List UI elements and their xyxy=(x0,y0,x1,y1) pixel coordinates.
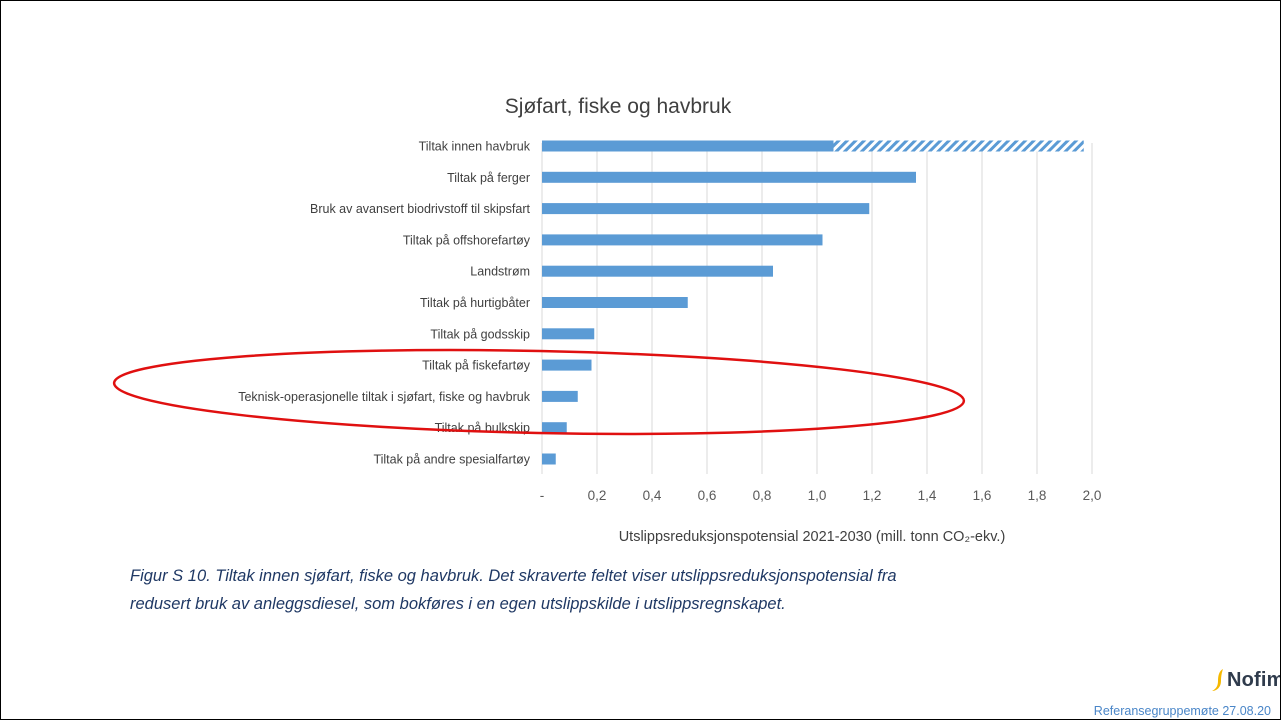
nofima-logo-mark xyxy=(1212,669,1223,691)
bar-hatched xyxy=(833,140,1084,152)
bar xyxy=(542,422,567,434)
figure-panel: Sjøfart, fiske og havbruk Tiltak innen h… xyxy=(122,83,1153,632)
category-labels: Tiltak innen havbruk Tiltak på ferger Bruk… xyxy=(238,140,531,467)
category-label: Tiltak på andre spesialfartøy xyxy=(373,453,530,467)
bar xyxy=(542,297,688,308)
x-tick-label: 0,8 xyxy=(753,488,772,503)
category-label: Tiltak på ferger xyxy=(447,171,530,185)
x-tick-label: 1,2 xyxy=(863,488,882,503)
bar-chart: Sjøfart, fiske og havbruk Tiltak innen h… xyxy=(238,95,1102,545)
bar xyxy=(542,453,556,465)
x-axis-label: Utslippsreduksjonspotensial 2021-2030 (m… xyxy=(619,529,1006,545)
x-tick-label: 1,6 xyxy=(973,488,992,503)
nofima-logo: Nofima xyxy=(1210,667,1280,693)
bar xyxy=(542,171,916,183)
bar xyxy=(542,359,592,371)
chart-title: Sjøfart, fiske og havbruk xyxy=(505,95,732,118)
x-tick-label: 0,4 xyxy=(643,488,662,503)
footer-text: Referansegruppemøte 27.08.20 xyxy=(1093,704,1271,718)
category-label: Tiltak på godsskip xyxy=(430,327,530,341)
logo-text: Nofima xyxy=(1227,668,1280,691)
x-tick-labels: - 0,2 0,4 0,6 0,8 1,0 1,2 1,4 1,6 1,8 2,0 xyxy=(540,488,1102,503)
x-tick-label: 2,0 xyxy=(1083,488,1102,503)
caption-line: Figur S 10. Tiltak innen sjøfart, fiske … xyxy=(130,567,897,585)
bar xyxy=(542,203,870,215)
category-label: Tiltak på bulkskip xyxy=(435,421,530,435)
x-tick-label: 0,2 xyxy=(588,488,607,503)
category-label: Bruk av avansert biodrivstoff til skipsf… xyxy=(310,202,531,216)
figure-caption: Figur S 10. Tiltak innen sjøfart, fiske … xyxy=(130,562,1140,618)
x-tick-label: 1,0 xyxy=(808,488,827,503)
category-label: Landstrøm xyxy=(470,265,530,279)
x-tick-label: - xyxy=(540,488,545,503)
bar xyxy=(542,328,595,340)
bar xyxy=(542,234,823,246)
x-tick-label: 1,8 xyxy=(1028,488,1047,503)
category-label: Tiltak på hurtigbåter xyxy=(420,296,530,310)
gridlines xyxy=(541,143,1093,474)
category-label: Tiltak innen havbruk xyxy=(419,140,531,154)
category-label: Tiltak på offshorefartøy xyxy=(403,233,531,247)
x-tick-label: 1,4 xyxy=(918,488,937,503)
bars xyxy=(542,140,1084,465)
x-tick-label: 0,6 xyxy=(698,488,717,503)
category-label: Teknisk-operasjonelle tiltak i sjøfart, … xyxy=(238,390,531,404)
bar xyxy=(542,390,578,402)
bar xyxy=(542,140,834,152)
caption-line: redusert bruk av anleggsdiesel, som bokf… xyxy=(130,595,786,613)
bar xyxy=(542,265,773,277)
category-label: Tiltak på fiskefartøy xyxy=(422,359,531,373)
